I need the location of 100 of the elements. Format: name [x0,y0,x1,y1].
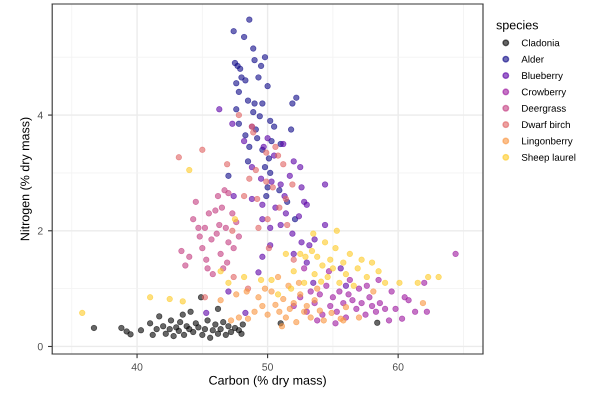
point [217,326,224,332]
point [240,321,246,328]
point [240,138,248,144]
point [276,187,282,194]
point [316,291,323,298]
point [214,306,222,312]
point [289,181,296,188]
point [203,310,210,316]
point [293,319,300,326]
point [420,300,426,306]
point [176,328,182,334]
point [345,291,352,298]
point [237,66,244,72]
point [207,334,214,341]
point [180,298,186,304]
point [296,213,302,220]
point [203,256,210,263]
point [316,307,323,314]
point [225,172,232,179]
point [127,331,134,338]
point [255,74,262,81]
point [301,308,308,315]
point [259,302,266,310]
point [376,300,383,306]
y-tick-label: 4 [38,112,43,119]
point [240,192,248,200]
point [258,176,264,182]
point [244,316,252,322]
point [264,216,271,222]
point [356,286,362,292]
point [190,328,196,336]
point [180,312,186,318]
point [370,288,376,295]
point [178,248,185,254]
legend-label: Sheep laurel [522,154,576,163]
point [251,56,258,64]
x-tick-label: 40 [132,363,142,371]
point [212,207,219,214]
point [289,100,296,107]
point [259,100,266,107]
point [212,321,219,328]
point [290,250,297,258]
point [222,332,229,338]
point [278,323,286,330]
point [274,291,282,298]
point [118,324,125,332]
point [182,262,188,269]
point [350,282,357,289]
point [244,97,252,104]
point [260,144,267,150]
point [146,320,154,326]
point [233,106,240,112]
point [375,268,382,274]
point [372,308,380,315]
point [187,308,194,315]
point [327,302,334,310]
point [272,144,279,150]
point [342,271,350,278]
legend-label: Cladonia [522,39,560,46]
point [196,233,203,240]
point [214,192,222,200]
point [280,140,286,148]
point [228,317,234,324]
point [216,106,222,112]
point [246,16,252,23]
point [250,129,256,136]
point [386,317,392,324]
point [320,317,327,324]
point [246,176,252,182]
point [208,236,215,243]
point [280,296,286,302]
point [301,198,308,205]
point [230,192,237,200]
point [452,250,459,258]
point [259,216,266,222]
point [266,155,272,162]
point [311,297,318,304]
point [268,276,275,284]
point [150,332,156,338]
point [306,242,313,248]
point [268,288,275,295]
point [199,332,206,338]
point [282,196,290,202]
point [298,184,305,191]
point [225,323,232,330]
point [282,250,290,258]
point [311,236,318,243]
point [310,230,316,237]
point [195,224,202,232]
point [154,326,160,332]
point [290,158,297,164]
point [248,196,256,202]
point [268,178,275,185]
legend-label: Dwarf birch [522,120,570,128]
point [323,282,330,289]
point [334,308,340,315]
point [264,312,271,318]
point [298,239,305,246]
point [425,274,432,280]
point [180,332,188,338]
